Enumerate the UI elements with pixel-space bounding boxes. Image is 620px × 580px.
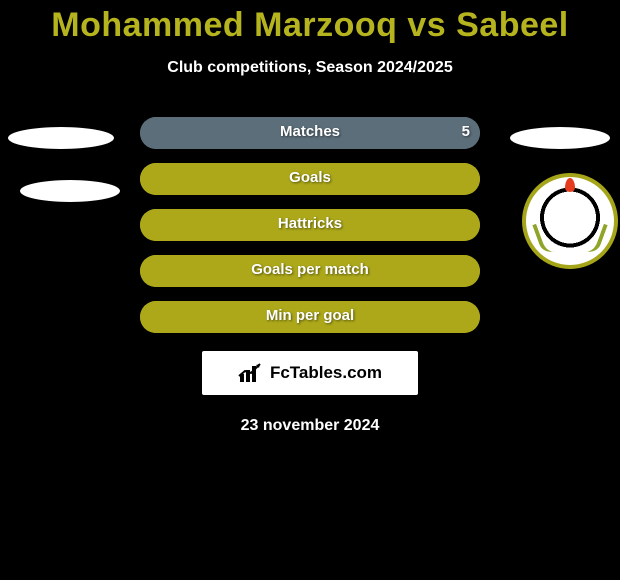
date-label: 23 november 2024 [0,417,620,435]
stat-row: Min per goal [140,301,480,333]
stat-label: Goals [140,169,480,186]
brand-chart-icon [238,362,264,384]
player-right-placeholder [510,127,610,149]
player-left-placeholder-2 [20,180,120,202]
stat-label: Min per goal [140,307,480,324]
player-left-placeholder-1 [8,127,114,149]
brand-badge[interactable]: FcTables.com [202,351,418,395]
stat-row: Goals [140,163,480,195]
page-title: Mohammed Marzooq vs Sabeel [0,0,620,45]
stat-row: Goals per match [140,255,480,287]
stat-label: Hattricks [140,215,480,232]
subtitle: Club competitions, Season 2024/2025 [0,59,620,77]
brand-text: FcTables.com [270,363,382,383]
comparison-card: Mohammed Marzooq vs Sabeel Club competit… [0,0,620,580]
stat-label: Matches [140,123,480,140]
club-logo-right [522,173,618,269]
stat-row: Matches5 [140,117,480,149]
stat-row: Hattricks [140,209,480,241]
stat-label: Goals per match [140,261,480,278]
stat-value-right: 5 [462,123,470,140]
